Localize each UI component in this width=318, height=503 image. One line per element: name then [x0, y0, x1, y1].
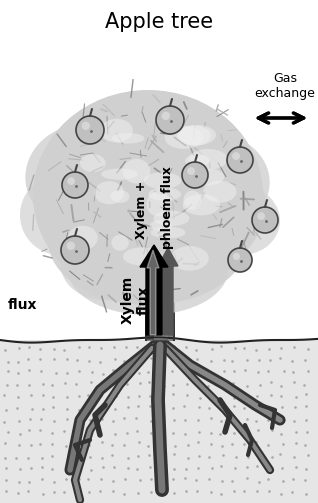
FancyArrow shape: [147, 250, 159, 335]
Circle shape: [62, 172, 88, 198]
Circle shape: [227, 147, 253, 173]
Circle shape: [162, 112, 170, 120]
Ellipse shape: [149, 187, 181, 201]
Ellipse shape: [20, 175, 100, 255]
Text: flux: flux: [8, 298, 38, 312]
Polygon shape: [146, 175, 174, 340]
Circle shape: [252, 207, 278, 233]
Ellipse shape: [178, 126, 211, 146]
Ellipse shape: [153, 211, 189, 226]
Ellipse shape: [183, 194, 220, 215]
Circle shape: [76, 116, 104, 144]
Circle shape: [66, 241, 75, 250]
Ellipse shape: [80, 154, 106, 173]
Circle shape: [228, 248, 252, 272]
Ellipse shape: [68, 226, 98, 250]
Ellipse shape: [149, 220, 172, 230]
Text: Apple tree: Apple tree: [105, 12, 213, 32]
FancyArrow shape: [158, 248, 178, 335]
Circle shape: [257, 212, 265, 220]
Bar: [0, 340, 318, 503]
Ellipse shape: [164, 126, 203, 149]
Circle shape: [67, 177, 75, 185]
Ellipse shape: [147, 192, 170, 216]
Circle shape: [182, 162, 208, 188]
Circle shape: [233, 253, 240, 260]
Ellipse shape: [33, 90, 263, 300]
Ellipse shape: [101, 169, 138, 180]
Ellipse shape: [185, 154, 210, 167]
Ellipse shape: [203, 181, 237, 203]
Ellipse shape: [35, 130, 165, 270]
Ellipse shape: [190, 169, 224, 186]
Ellipse shape: [111, 235, 129, 251]
Ellipse shape: [60, 220, 160, 300]
Ellipse shape: [25, 125, 135, 225]
Ellipse shape: [170, 246, 209, 271]
Text: phloem flux: phloem flux: [162, 166, 175, 249]
FancyArrow shape: [140, 245, 168, 335]
Ellipse shape: [140, 217, 230, 293]
Circle shape: [187, 167, 195, 175]
Ellipse shape: [123, 159, 150, 184]
Ellipse shape: [183, 191, 202, 210]
Ellipse shape: [58, 95, 238, 215]
Text: Xylem +: Xylem +: [135, 181, 149, 239]
Text: Xylem
flux: Xylem flux: [121, 276, 151, 324]
Ellipse shape: [189, 149, 228, 170]
Ellipse shape: [150, 226, 185, 238]
Ellipse shape: [94, 181, 124, 204]
Ellipse shape: [48, 175, 248, 305]
Ellipse shape: [100, 119, 133, 142]
Polygon shape: [146, 175, 154, 340]
Text: Gas
exchange: Gas exchange: [255, 72, 315, 100]
Ellipse shape: [123, 247, 163, 266]
Circle shape: [232, 152, 240, 160]
Ellipse shape: [135, 140, 265, 270]
Polygon shape: [168, 175, 174, 340]
Circle shape: [156, 106, 184, 134]
Ellipse shape: [144, 172, 181, 189]
Ellipse shape: [111, 190, 129, 203]
Ellipse shape: [68, 225, 228, 315]
Ellipse shape: [170, 135, 270, 225]
Circle shape: [82, 122, 90, 130]
Ellipse shape: [112, 133, 144, 143]
Circle shape: [61, 236, 89, 264]
Ellipse shape: [200, 185, 280, 255]
Ellipse shape: [177, 125, 216, 145]
